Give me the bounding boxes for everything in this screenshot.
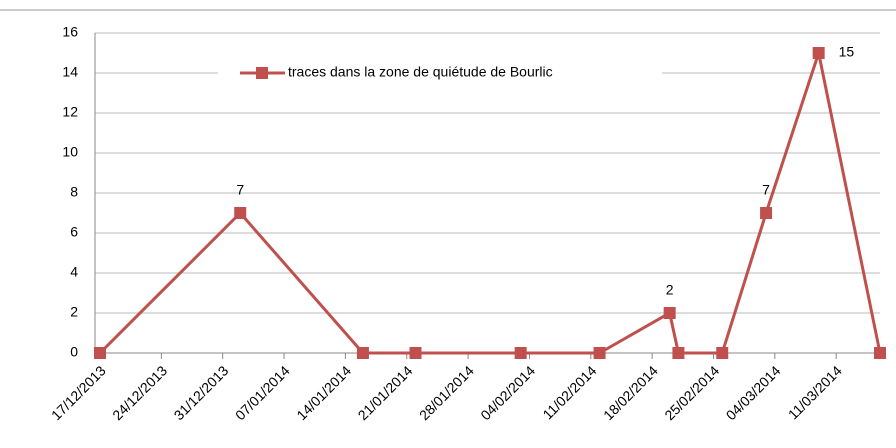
legend-label: traces dans la zone de quiétude de Bourl… [288, 64, 553, 80]
x-tick-label: 14/01/2014 [293, 362, 354, 423]
data-label: 15 [839, 44, 855, 60]
marker [663, 307, 676, 319]
marker [874, 347, 886, 359]
marker [812, 47, 825, 59]
marker [234, 207, 247, 219]
y-tick-label: 14 [62, 64, 78, 80]
y-tick-label: 8 [70, 184, 78, 200]
x-tick-label: 04/02/2014 [477, 362, 538, 423]
marker [94, 347, 106, 359]
y-tick-label: 6 [70, 224, 78, 240]
y-tick-label: 12 [62, 104, 78, 120]
marker [409, 347, 422, 359]
marker [672, 347, 685, 359]
x-tick-label: 21/01/2014 [355, 362, 416, 423]
series-line [98, 47, 882, 355]
x-tick-label: 11/03/2014 [785, 362, 845, 422]
x-tick-label: 25/02/2014 [661, 362, 722, 423]
x-tick-label: 18/02/2014 [600, 362, 661, 423]
marker [716, 347, 729, 359]
legend-marker [256, 67, 268, 79]
marker [356, 347, 369, 359]
y-tick-label: 0 [70, 344, 78, 360]
marker [760, 207, 773, 219]
y-tick-label: 2 [70, 304, 78, 320]
data-label: 7 [762, 182, 770, 198]
x-tick-label: 17/12/2013 [48, 362, 109, 423]
x-tick-label: 24/12/2013 [109, 362, 170, 423]
y-tick-label: 4 [70, 264, 78, 280]
y-tick-label: 10 [62, 144, 78, 160]
x-tick-label: 11/02/2014 [539, 362, 599, 422]
x-tick-label: 31/12/2013 [171, 362, 232, 423]
x-tick-label: 04/03/2014 [723, 362, 784, 423]
x-tick-label: 07/01/2014 [232, 362, 293, 423]
legend-box [218, 61, 662, 85]
data-label: 2 [666, 282, 674, 298]
marker [593, 347, 606, 359]
data-label: 7 [236, 182, 244, 198]
y-tick-label: 16 [62, 24, 78, 40]
x-tick-label: 28/01/2014 [416, 362, 477, 423]
marker [514, 347, 527, 359]
